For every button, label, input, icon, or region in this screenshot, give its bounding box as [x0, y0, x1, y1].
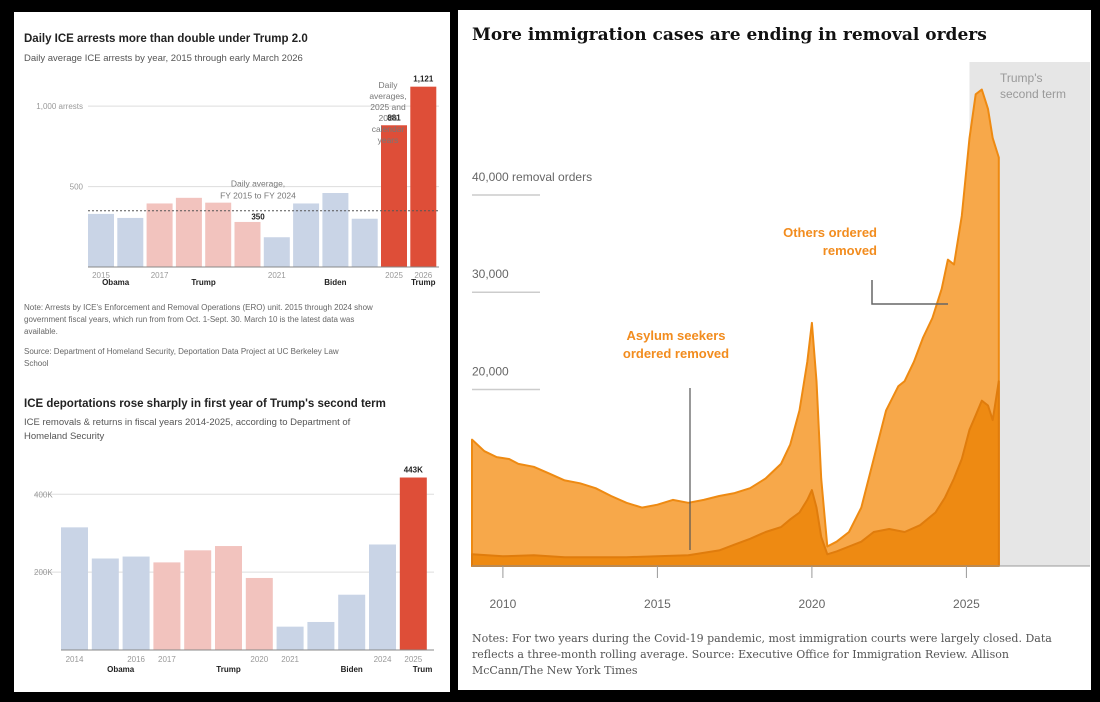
chart1-source-line1: Source: Department of Homeland Security,…: [24, 347, 339, 356]
chart1-bar: [205, 202, 232, 267]
chart2-x-tick-label: 2017: [158, 655, 176, 664]
left-charts-svg: Daily ICE arrests more than double under…: [24, 33, 439, 674]
chart1-bar: [175, 197, 202, 267]
chart3-y-tick-label: 40,000 removal orders: [472, 170, 592, 184]
chart2-x-tick-label: 2020: [250, 655, 268, 664]
chart2-bar: [245, 577, 273, 650]
chart2-admin-label: Biden: [341, 665, 363, 674]
chart3-x-tick-label: 2015: [644, 597, 671, 611]
chart3-notes-line3: McCann/The New York Times: [472, 664, 638, 677]
chart2-bar: [91, 558, 119, 650]
chart1-note-line2: government fiscal years, which run from …: [24, 315, 354, 324]
right-panel: More immigration cases are ending in rem…: [458, 10, 1091, 690]
chart2-x-tick-label: 2024: [374, 655, 392, 664]
chart3-y-tick-label: 30,000: [472, 267, 509, 281]
chart1-note-line3: available.: [24, 327, 58, 336]
chart3-notes-line1: Notes: For two years during the Covid-19…: [472, 632, 1052, 645]
chart1-x-tick-label: 2021: [268, 271, 286, 280]
chart2-bar: [276, 626, 304, 650]
chart2-y-tick-label: 400K: [34, 490, 53, 499]
chart3-area-asylum-removed: [471, 380, 1000, 567]
chart1-bar: [381, 125, 407, 267]
chart1-annotation-line: calendar: [372, 124, 405, 134]
chart1-bar: [351, 218, 378, 267]
chart3-x-tick-label: 2020: [799, 597, 826, 611]
chart3-area-others-removed: [471, 88, 1000, 567]
chart1-annotation-line: years: [378, 135, 399, 145]
chart1-annotation-line: averages,: [369, 91, 406, 101]
chart1-bar: [263, 237, 290, 267]
chart2-y-tick-label: 200K: [34, 568, 53, 577]
chart3-notes-line2: reflects a three-month rolling average. …: [472, 648, 1009, 661]
chart2-bar: [153, 562, 181, 650]
chart1-average-value: 350: [251, 213, 265, 222]
chart1-value-label: 1,121: [413, 75, 434, 84]
chart1-y-tick-label: 500: [70, 183, 84, 192]
chart2-title: ICE deportations rose sharply in first y…: [24, 398, 386, 410]
chart2-x-tick-label: 2025: [404, 655, 422, 664]
chart2-subtitle-line1: ICE removals & returns in fiscal years 2…: [24, 417, 351, 428]
chart2-admin-label: Obama: [107, 665, 135, 674]
chart1-bar: [322, 193, 349, 267]
chart1-admin-label: Trump: [411, 278, 436, 287]
chart3-x-tick-label: 2010: [490, 597, 517, 611]
chart1-bar: [146, 203, 173, 267]
chart1-annotation-line: 2025 and: [370, 102, 406, 112]
chart1-source-line2: School: [24, 359, 49, 368]
chart3-others-label-line1: Others ordered: [783, 225, 877, 240]
chart2-subtitle-line2: Homeland Security: [24, 431, 105, 442]
chart3-others-label-line2: removed: [823, 243, 877, 258]
chart1-title: Daily ICE arrests more than double under…: [24, 33, 308, 45]
chart1-value-label: 881: [387, 113, 401, 122]
chart3-others-leader-line: [871, 280, 948, 305]
right-chart-svg: More immigration cases are ending in rem…: [471, 25, 1090, 677]
chart3-shade-label-line2: second term: [1000, 87, 1066, 101]
chart1-bar: [117, 217, 144, 267]
chart2-value-label: 443K: [404, 466, 423, 475]
chart1-average-label-line1: Daily average,: [231, 179, 285, 189]
left-panel: Daily ICE arrests more than double under…: [14, 12, 450, 692]
chart1-bar: [88, 213, 114, 267]
chart3-title: More immigration cases are ending in rem…: [472, 25, 987, 45]
chart1-x-tick-label: 2015: [92, 271, 110, 280]
chart1-bar: [410, 86, 437, 267]
chart1-admin-label: Trump: [191, 278, 216, 287]
chart3-y-tick-label: 20,000: [472, 364, 509, 378]
chart1-y-tick-label: 1,000 arrests: [36, 102, 83, 111]
chart1-bar: [234, 221, 261, 267]
chart1-x-tick-label: 2025: [385, 271, 403, 280]
chart1-note-line1: Note: Arrests by ICE's Enforcement and R…: [24, 303, 373, 312]
chart2-bar: [61, 527, 88, 650]
chart1-admin-label: Obama: [102, 278, 130, 287]
chart2-admin-label: Trump: [216, 665, 241, 674]
chart3-x-tick-label: 2025: [953, 597, 980, 611]
chart2-bar: [307, 621, 335, 650]
chart2-bar: [215, 546, 242, 650]
chart2-admin-label: Trum: [413, 665, 433, 674]
chart3-asylum-label-line2: ordered removed: [623, 346, 729, 361]
chart1-annotation-line: Daily: [379, 80, 399, 90]
chart1-x-tick-label: 2026: [414, 271, 432, 280]
chart1-bar: [293, 203, 320, 267]
chart2-x-tick-label: 2021: [281, 655, 299, 664]
chart1-x-tick-label: 2017: [151, 271, 169, 280]
chart2-bar: [338, 594, 366, 650]
chart2-bar: [184, 550, 212, 650]
chart1-subtitle: Daily average ICE arrests by year, 2015 …: [24, 53, 303, 64]
chart1-admin-label: Biden: [324, 278, 346, 287]
chart2-bar: [399, 477, 427, 650]
chart2-x-tick-label: 2014: [66, 655, 84, 664]
chart3-asylum-label-line1: Asylum seekers: [626, 328, 725, 343]
chart3-shade-label-line1: Trump's: [1000, 71, 1043, 85]
chart2-x-tick-label: 2016: [127, 655, 145, 664]
chart2-bar: [122, 556, 150, 650]
chart2-bar: [369, 544, 396, 650]
chart1-annotation-line: 2026: [379, 113, 398, 123]
chart1-average-label-line2: FY 2015 to FY 2024: [220, 191, 296, 201]
